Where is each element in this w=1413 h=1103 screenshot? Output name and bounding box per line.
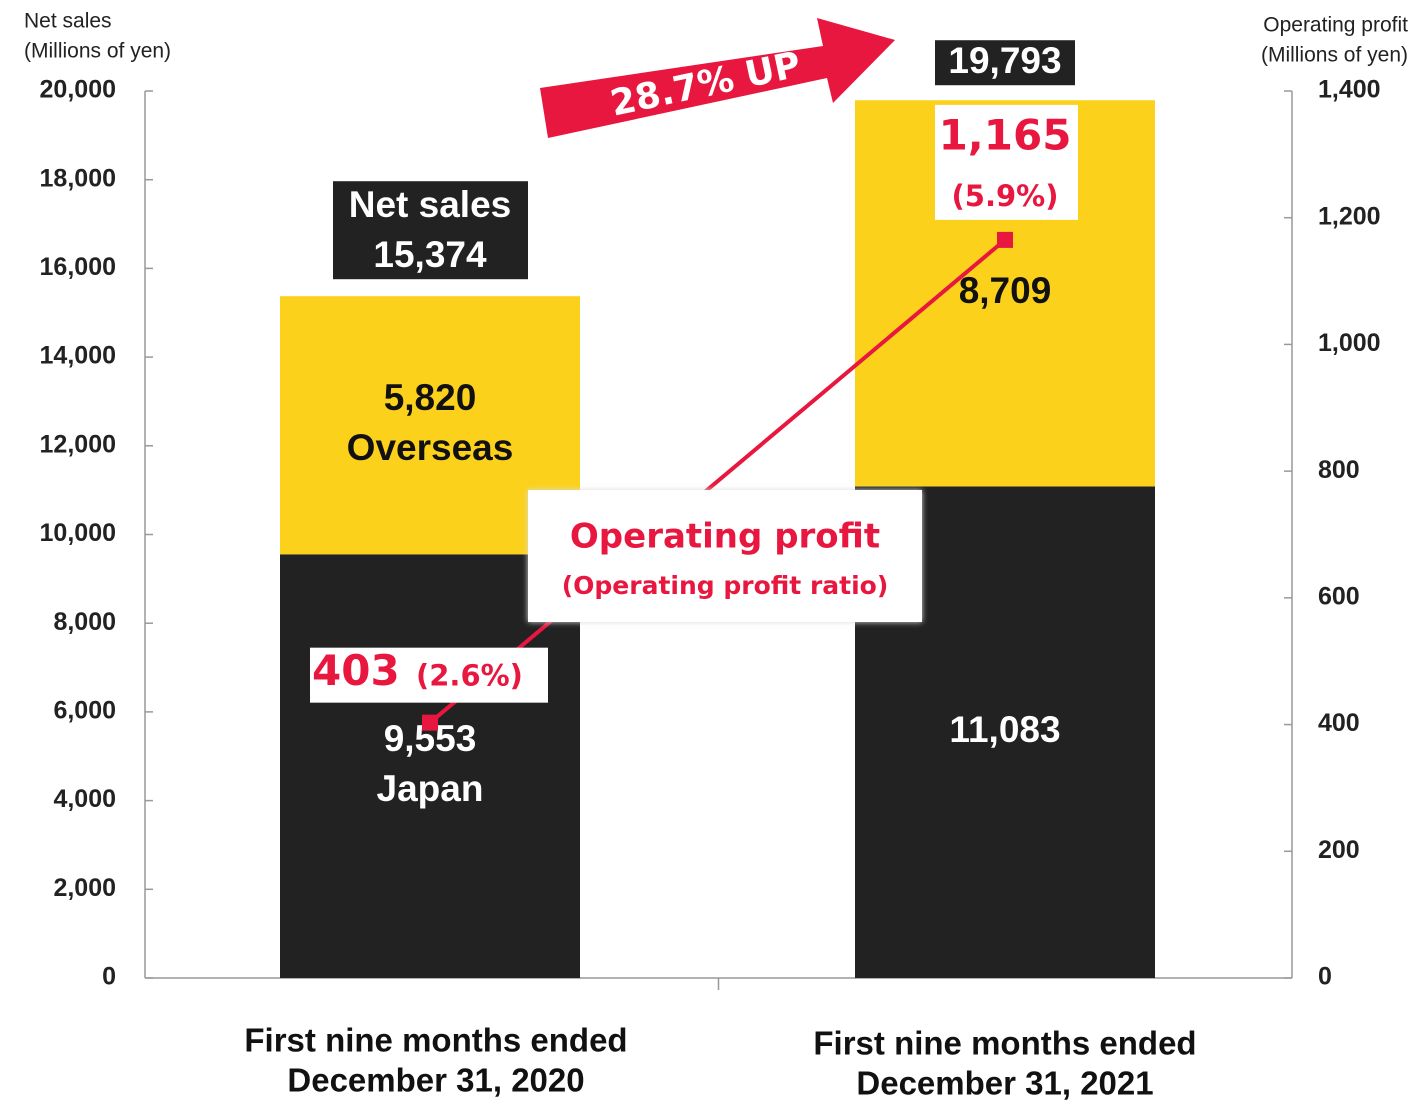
ratio-label: (5.9%) — [952, 179, 1059, 213]
total-name: Net sales — [349, 184, 512, 225]
y-tick-label: 18,000 — [40, 164, 116, 192]
callout-box — [528, 490, 922, 622]
line — [428, 238, 1007, 725]
y-tick-label: 8,000 — [53, 608, 116, 636]
x-tick-label: First nine months ended — [813, 1025, 1196, 1062]
bar-segment — [280, 554, 580, 978]
y2-tick-label: 0 — [1318, 963, 1332, 991]
total-label-box — [935, 40, 1075, 86]
data-label: 8,709 — [959, 270, 1052, 311]
y-tick-label: 6,000 — [53, 697, 116, 725]
legend-entry: Operating profit — [570, 517, 880, 557]
ratio-label: (2.6%) — [416, 659, 523, 693]
y-tick-label: 2,000 — [53, 874, 116, 902]
data-label: 1,165 — [939, 110, 1072, 159]
y2-tick-label: 1,400 — [1318, 76, 1381, 104]
data-label: 5,820 — [384, 377, 477, 418]
label-box — [310, 647, 548, 703]
y2-axis-title: Operating profit — [1263, 14, 1408, 37]
x-tick-label: December 31, 2020 — [287, 1062, 584, 1099]
y2-tick-label: 200 — [1318, 836, 1360, 864]
y-tick-label: 14,000 — [40, 342, 116, 370]
y-tick-label: 0 — [102, 963, 116, 991]
y-tick-label: 20,000 — [40, 76, 116, 104]
y-tick-label: 12,000 — [40, 430, 116, 458]
data-label: 11,083 — [949, 709, 1060, 750]
total-label: 15,374 — [373, 234, 487, 275]
y-tick-label: 16,000 — [40, 253, 116, 281]
y-axis-title: (Millions of yen) — [24, 40, 171, 63]
y2-tick-label: 1,000 — [1318, 329, 1381, 357]
line-marker — [997, 231, 1013, 248]
y-tick-label: 4,000 — [53, 785, 116, 813]
total-label-box — [333, 181, 528, 280]
y2-tick-label: 800 — [1318, 456, 1360, 484]
legend-entry: (Operating profit ratio) — [562, 571, 889, 600]
total-label: 19,793 — [948, 40, 1061, 81]
label-box — [935, 104, 1078, 220]
data-label: 403 — [312, 646, 400, 695]
x-tick-label: December 31, 2021 — [856, 1065, 1153, 1102]
line-marker — [422, 714, 438, 731]
series-name: Overseas — [347, 427, 514, 468]
series-name: Japan — [377, 768, 484, 809]
y2-tick-label: 600 — [1318, 582, 1360, 610]
y-tick-label: 10,000 — [40, 519, 116, 547]
y-axis-title: Net sales — [24, 10, 112, 33]
annotation-arrow — [540, 18, 895, 138]
annotation: 28.7% UP — [607, 44, 804, 124]
y2-axis-title: (Millions of yen) — [1261, 44, 1408, 67]
y2-tick-label: 400 — [1318, 709, 1360, 737]
y2-tick-label: 1,200 — [1318, 202, 1381, 230]
x-tick-label: First nine months ended — [244, 1022, 627, 1059]
